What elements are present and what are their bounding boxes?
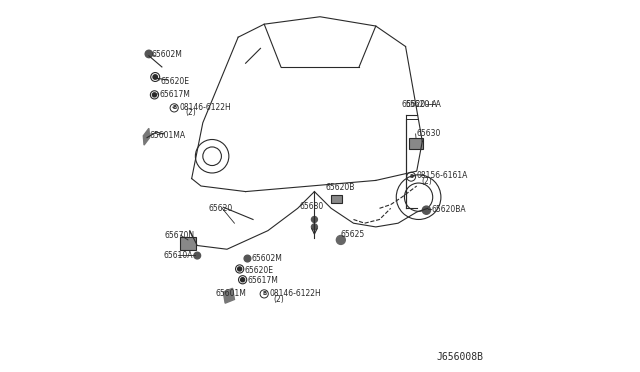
Circle shape	[153, 75, 157, 79]
Text: 65617M: 65617M	[159, 90, 190, 99]
Text: 65602M: 65602M	[251, 254, 282, 263]
Circle shape	[194, 252, 200, 259]
Circle shape	[145, 50, 152, 58]
Text: 65617M: 65617M	[248, 276, 278, 285]
Circle shape	[312, 224, 317, 230]
Bar	[180, 237, 196, 250]
Text: 08146-6122H: 08146-6122H	[179, 103, 231, 112]
Circle shape	[244, 255, 251, 262]
Text: 65680: 65680	[300, 202, 324, 211]
Text: 65610A: 65610A	[164, 251, 193, 260]
Polygon shape	[143, 128, 150, 145]
Circle shape	[337, 235, 346, 244]
Text: 65620: 65620	[209, 204, 233, 213]
Circle shape	[422, 206, 431, 214]
Text: (2): (2)	[273, 295, 284, 304]
Circle shape	[241, 278, 244, 282]
Text: 65670N: 65670N	[164, 231, 195, 240]
Text: 08156-6161A: 08156-6161A	[417, 171, 468, 180]
Text: 65620B: 65620B	[326, 183, 355, 192]
Text: 65602M: 65602M	[152, 50, 183, 59]
Text: 65620+A: 65620+A	[401, 100, 437, 109]
Text: 65620E: 65620E	[160, 77, 189, 86]
Text: 65601M: 65601M	[215, 289, 246, 298]
Text: 65630: 65630	[417, 129, 441, 138]
Text: B: B	[172, 105, 176, 110]
Text: (2): (2)	[422, 177, 432, 186]
Text: S: S	[409, 174, 413, 179]
Text: J656008B: J656008B	[436, 352, 483, 362]
Text: 65620BA: 65620BA	[431, 205, 466, 214]
Circle shape	[237, 267, 242, 271]
Circle shape	[312, 217, 317, 222]
Text: 08146-6122H: 08146-6122H	[270, 289, 321, 298]
Text: B: B	[262, 291, 266, 296]
Text: 65625: 65625	[340, 230, 365, 239]
Text: 65620E: 65620E	[244, 266, 273, 275]
Text: 65620+A: 65620+A	[406, 100, 442, 109]
Text: 65601MA: 65601MA	[150, 131, 186, 140]
Text: (2): (2)	[186, 108, 196, 117]
Bar	[410, 138, 422, 148]
Bar	[331, 195, 342, 203]
Circle shape	[152, 93, 157, 97]
Polygon shape	[223, 288, 234, 303]
